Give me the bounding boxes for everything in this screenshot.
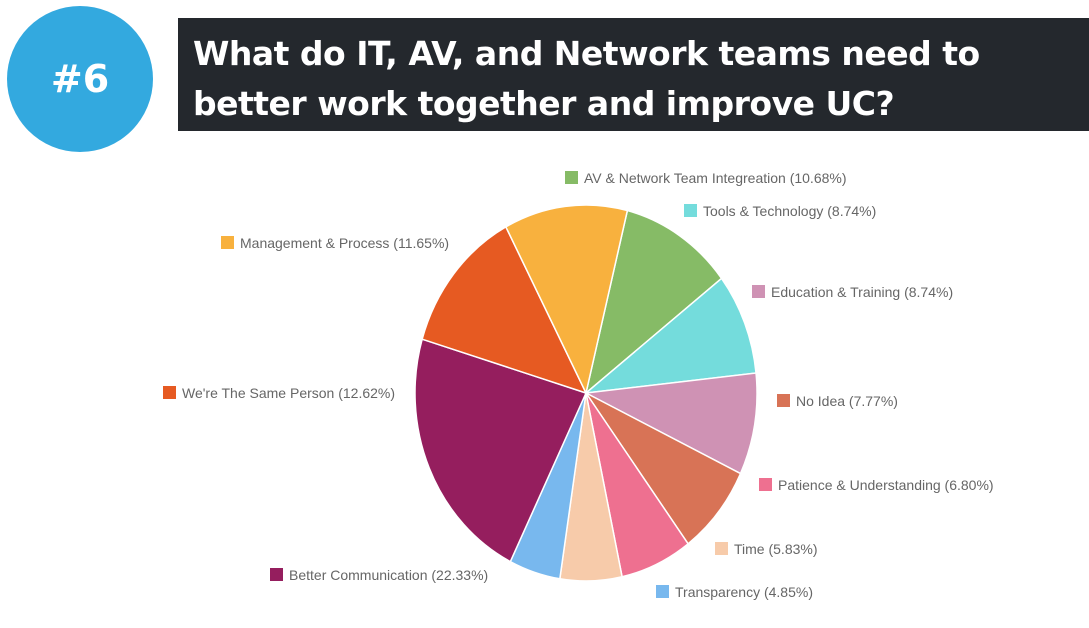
pie-slice-better-communication xyxy=(414,338,588,563)
legend-swatch-tools-technology xyxy=(684,204,697,217)
legend-label-better-communication: Better Communication (22.33%) xyxy=(289,567,488,583)
pie-slice-we-re-the-same-person xyxy=(421,225,588,395)
legend-swatch-management-process xyxy=(221,236,234,249)
pie-slice-av-network-team-integreation xyxy=(584,209,723,396)
pie-slice-tools-technology xyxy=(583,277,757,395)
pie-slice-management-process xyxy=(504,204,629,396)
legend-label-we-re-the-same-person: We're The Same Person (12.62%) xyxy=(182,385,395,401)
legend-label-patience-understanding: Patience & Understanding (6.80%) xyxy=(778,477,994,493)
legend-label-av-network-team-integreation: AV & Network Team Integreation (10.68%) xyxy=(584,170,847,186)
legend-label-tools-technology: Tools & Technology (8.74%) xyxy=(703,203,876,219)
legend-swatch-patience-understanding xyxy=(759,478,772,491)
pie-legend: AV & Network Team Integreation (10.68%) T… xyxy=(163,170,994,600)
header-bar xyxy=(178,18,1089,131)
legend-swatch-av-network-team-integreation xyxy=(565,171,578,184)
pie-slice-no-idea xyxy=(585,392,742,545)
pie-slice-education-training xyxy=(583,372,758,475)
legend-label-management-process: Management & Process (11.65%) xyxy=(240,235,449,251)
legend-label-education-training: Education & Training (8.74%) xyxy=(771,284,953,300)
page-title: What do IT, AV, and Network teams need t… xyxy=(193,34,980,123)
legend-label-transparency: Transparency (4.85%) xyxy=(675,584,813,600)
question-number-badge: #6 xyxy=(7,6,153,152)
legend-swatch-better-communication xyxy=(270,568,283,581)
legend-label-no-idea: No Idea (7.77%) xyxy=(796,393,898,409)
legend-label-time: Time (5.83%) xyxy=(734,541,818,557)
question-number: #6 xyxy=(50,57,110,101)
legend-swatch-education-training xyxy=(752,285,765,298)
legend-swatch-transparency xyxy=(656,585,669,598)
legend-swatch-we-re-the-same-person xyxy=(163,386,176,399)
legend-swatch-time xyxy=(715,542,728,555)
legend-swatch-no-idea xyxy=(777,394,790,407)
pie-slices xyxy=(414,204,758,582)
